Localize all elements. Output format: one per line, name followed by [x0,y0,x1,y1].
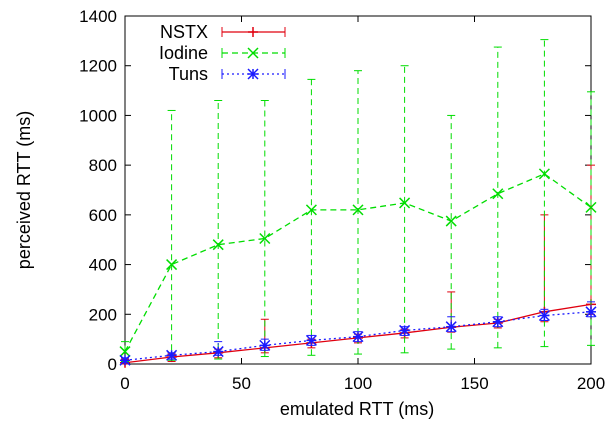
data-point [399,197,411,209]
data-point [166,259,178,271]
x-axis-title: emulated RTT (ms) [280,399,434,419]
y-tick-label: 0 [108,355,117,374]
data-point [119,354,131,366]
x-tick-label: 50 [232,374,251,393]
series-tuns [119,301,597,366]
data-point [492,188,504,200]
data-point [352,331,364,343]
axes: 0 50 100 150 200 0 200 400 600 800 1000 1200 1400 [79,7,605,393]
data-point [538,309,550,322]
legend-label: Tuns [169,64,208,84]
data-point [259,339,271,351]
x-tick-label: 200 [577,374,605,393]
plot-series [119,39,597,368]
data-point [305,204,317,216]
data-point [538,168,550,180]
series-line [124,173,592,352]
data-point [166,349,178,361]
legend-label: NSTX [160,22,208,42]
y-tick-label: 1200 [79,57,117,76]
y-tick-label: 400 [89,256,117,275]
data-point [585,306,597,318]
data-point [305,334,317,346]
series-line [124,311,592,361]
series-iodine [119,39,597,363]
y-axis-title: perceived RTT (ms) [14,111,34,269]
data-point [445,215,457,227]
y-tick-label: 1000 [79,106,117,125]
data-point [352,204,364,216]
x-tick-label: 100 [344,374,372,393]
y-tick-label: 800 [89,156,117,175]
data-point [445,321,457,333]
data-point [492,316,504,328]
data-point [585,201,597,213]
y-tick-label: 200 [89,305,117,324]
data-point [259,232,271,245]
data-point [399,324,411,336]
y-tick-label: 600 [89,206,117,225]
data-point [212,239,224,251]
legend-label: Iodine [159,43,208,63]
data-point [212,346,224,358]
legend-marker [248,27,258,37]
legend-marker [247,47,259,59]
x-tick-label: 150 [460,374,488,393]
y-tick-label: 1400 [79,7,117,26]
x-tick-label: 0 [120,374,129,393]
legend-marker [247,68,259,80]
data-point [119,346,131,358]
